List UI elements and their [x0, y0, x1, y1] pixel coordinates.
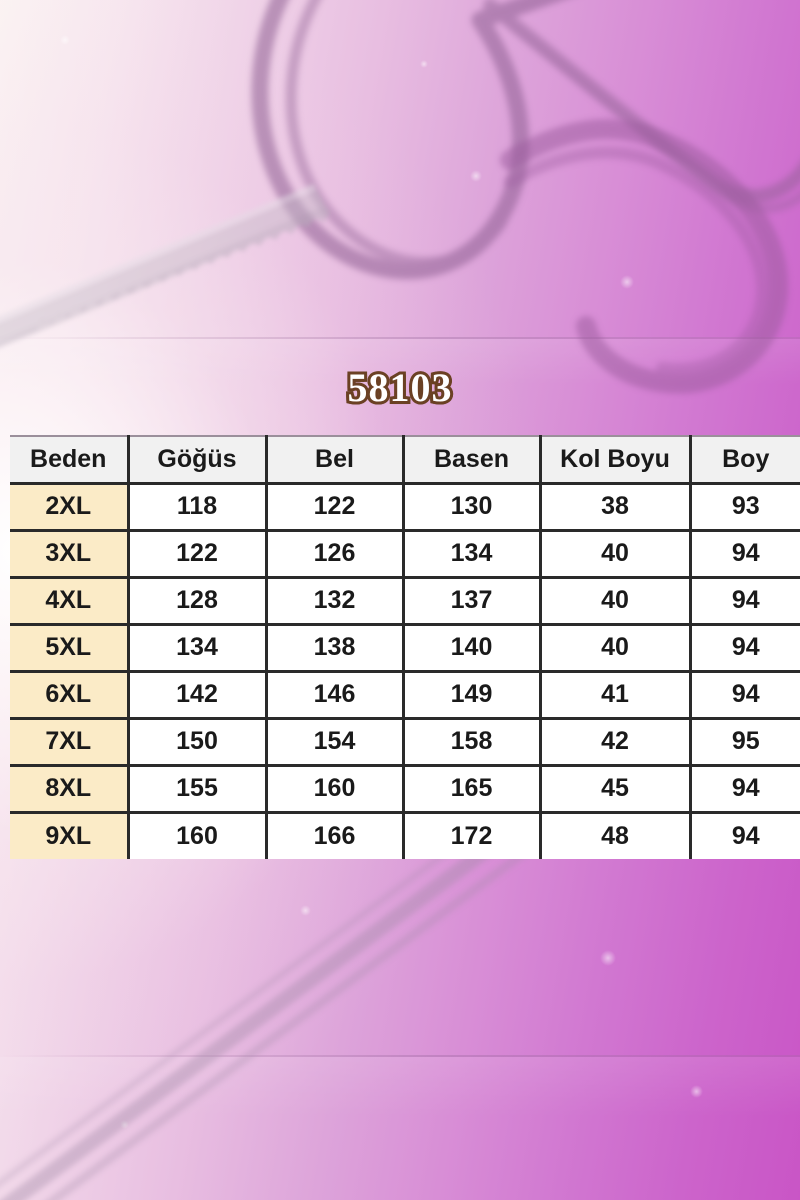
cell-boy: 94	[688, 528, 800, 577]
cell-bel: 132	[264, 575, 405, 624]
table-row: 5XL 134 138 140 40 94	[10, 622, 800, 671]
cell-basen: 134	[401, 528, 542, 577]
table-row: 6XL 142 146 149 41 94	[10, 669, 800, 718]
cell-basen: 130	[401, 481, 542, 530]
cell-basen: 137	[401, 575, 542, 624]
cell-gogus: 128	[126, 575, 268, 624]
cell-boy: 94	[688, 669, 800, 718]
table-row: 2XL 118 122 130 38 93	[10, 481, 800, 530]
title-container: 58103	[0, 365, 800, 411]
cell-kol-boyu: 38	[538, 481, 692, 530]
cell-kol-boyu: 40	[538, 528, 692, 577]
size-table-container: Beden Göğüs Bel Basen Kol Boyu Boy 2XL 1…	[10, 435, 800, 859]
cell-beden: 9XL	[10, 810, 130, 859]
cell-kol-boyu: 42	[538, 716, 692, 765]
cell-beden: 6XL	[10, 669, 130, 718]
cell-gogus: 142	[126, 669, 268, 718]
cell-basen: 149	[401, 669, 542, 718]
cell-boy: 95	[688, 716, 800, 765]
cell-beden: 5XL	[10, 622, 130, 671]
cell-gogus: 134	[126, 622, 268, 671]
background-seam-lower	[0, 1055, 800, 1057]
table-row: 9XL 160 166 172 48 94	[10, 810, 800, 859]
cell-boy: 94	[688, 622, 800, 671]
cell-bel: 146	[264, 669, 405, 718]
cell-bel: 154	[264, 716, 405, 765]
cell-kol-boyu: 45	[538, 763, 692, 812]
table-row: 3XL 122 126 134 40 94	[10, 528, 800, 577]
cell-kol-boyu: 40	[538, 622, 692, 671]
cell-beden: 4XL	[10, 575, 130, 624]
column-header-beden: Beden	[10, 435, 130, 483]
cell-gogus: 155	[126, 763, 268, 812]
cell-beden: 2XL	[10, 481, 130, 530]
table-row: 7XL 150 154 158 42 95	[10, 716, 800, 765]
background-band-lower	[0, 1057, 800, 1117]
cell-boy: 94	[688, 575, 800, 624]
table-row: 4XL 128 132 137 40 94	[10, 575, 800, 624]
column-header-bel: Bel	[264, 435, 405, 483]
size-table: Beden Göğüs Bel Basen Kol Boyu Boy 2XL 1…	[10, 435, 800, 859]
cell-beden: 3XL	[10, 528, 130, 577]
cell-beden: 8XL	[10, 763, 130, 812]
cell-basen: 172	[401, 810, 542, 859]
cell-gogus: 160	[126, 810, 268, 859]
cell-gogus: 150	[126, 716, 268, 765]
cell-basen: 165	[401, 763, 542, 812]
column-header-gogus: Göğüs	[126, 435, 268, 483]
cell-boy: 94	[688, 763, 800, 812]
table-header-row: Beden Göğüs Bel Basen Kol Boyu Boy	[10, 435, 800, 483]
cell-gogus: 122	[126, 528, 268, 577]
cell-bel: 138	[264, 622, 405, 671]
table-row: 8XL 155 160 165 45 94	[10, 763, 800, 812]
cell-kol-boyu: 41	[538, 669, 692, 718]
cell-basen: 158	[401, 716, 542, 765]
size-table-body: 2XL 118 122 130 38 93 3XL 122 126 134 40…	[10, 481, 800, 859]
cell-boy: 93	[688, 481, 800, 530]
cell-beden: 7XL	[10, 716, 130, 765]
cell-bel: 126	[264, 528, 405, 577]
column-header-basen: Basen	[401, 435, 542, 483]
cell-kol-boyu: 48	[538, 810, 692, 859]
cell-basen: 140	[401, 622, 542, 671]
cell-bel: 122	[264, 481, 405, 530]
cell-bel: 166	[264, 810, 405, 859]
cell-bel: 160	[264, 763, 405, 812]
cell-kol-boyu: 40	[538, 575, 692, 624]
cell-boy: 94	[688, 810, 800, 859]
product-code-title: 58103	[345, 365, 455, 411]
cell-gogus: 118	[126, 481, 268, 530]
column-header-kol-boyu: Kol Boyu	[538, 435, 692, 483]
column-header-boy: Boy	[688, 435, 800, 483]
background-seam-upper	[0, 337, 800, 339]
